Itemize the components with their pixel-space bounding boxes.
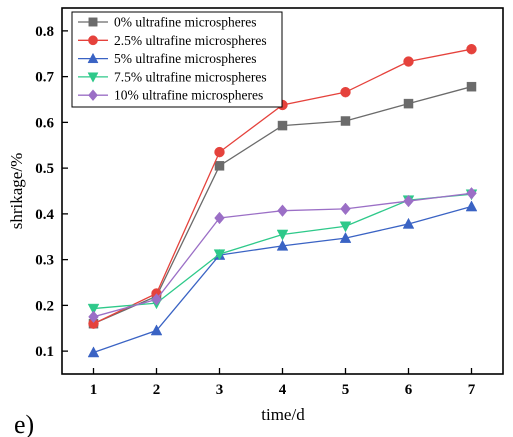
legend-item: 2.5% ultrafine microspheres bbox=[78, 33, 267, 48]
y-tick-label: 0.4 bbox=[35, 207, 54, 223]
series-4 bbox=[88, 187, 477, 324]
data-point bbox=[466, 43, 477, 55]
y-axis-title: shrikage/% bbox=[7, 153, 26, 229]
y-tick-label: 0.2 bbox=[35, 298, 54, 314]
data-point bbox=[87, 346, 100, 358]
data-point bbox=[403, 98, 414, 109]
legend-marker bbox=[87, 52, 99, 64]
legend-item: 7.5% ultrafine microspheres bbox=[78, 69, 267, 84]
legend-item: 0% ultrafine microspheres bbox=[78, 15, 256, 30]
y-tick-label: 0.3 bbox=[35, 253, 54, 269]
x-tick-label: 7 bbox=[468, 382, 476, 398]
data-point bbox=[339, 221, 352, 233]
data-point bbox=[213, 249, 226, 261]
data-point bbox=[402, 217, 415, 229]
x-tick-label: 3 bbox=[216, 382, 224, 398]
data-point bbox=[403, 194, 414, 208]
data-point bbox=[214, 161, 225, 171]
data-point bbox=[465, 200, 478, 212]
data-point bbox=[277, 204, 288, 217]
data-point bbox=[214, 211, 225, 225]
legend-label: 5% ultrafine microspheres bbox=[114, 51, 256, 66]
data-point bbox=[340, 86, 351, 98]
series-line bbox=[93, 205, 472, 354]
legend-item: 5% ultrafine microspheres bbox=[78, 51, 256, 66]
y-tick-label: 0.7 bbox=[35, 70, 54, 86]
legend-label: 0% ultrafine microspheres bbox=[114, 15, 256, 30]
legend-marker bbox=[87, 72, 99, 83]
legend-marker bbox=[88, 17, 98, 27]
y-tick-label: 0.5 bbox=[35, 161, 54, 177]
x-tick-label: 2 bbox=[153, 382, 161, 398]
series-2 bbox=[87, 200, 478, 358]
legend-label: 10% ultrafine microspheres bbox=[114, 88, 263, 103]
data-point bbox=[276, 229, 289, 241]
y-tick-label: 0.8 bbox=[35, 24, 54, 40]
data-point bbox=[277, 120, 288, 131]
data-point bbox=[466, 187, 477, 200]
legend-item: 10% ultrafine microspheres bbox=[78, 88, 263, 103]
data-point bbox=[276, 239, 289, 251]
data-point bbox=[339, 231, 352, 243]
x-tick-label: 1 bbox=[90, 382, 98, 398]
legend-label: 2.5% ultrafine microspheres bbox=[114, 33, 267, 48]
x-axis-title: time/d bbox=[261, 405, 305, 424]
data-point bbox=[88, 310, 99, 324]
x-tick-label: 5 bbox=[342, 382, 350, 398]
data-point bbox=[214, 146, 225, 158]
legend-label: 7.5% ultrafine microspheres bbox=[114, 69, 267, 84]
legend-marker bbox=[88, 35, 98, 46]
x-tick-label: 6 bbox=[405, 382, 413, 398]
panel-label: e) bbox=[14, 410, 34, 437]
x-tick-label: 4 bbox=[279, 382, 287, 398]
data-point bbox=[151, 293, 162, 306]
data-point bbox=[150, 324, 163, 336]
legend: 0% ultrafine microspheres 2.5% ultrafine … bbox=[71, 11, 283, 108]
data-point bbox=[466, 81, 477, 92]
y-tick-label: 0.6 bbox=[35, 115, 54, 131]
legend-box bbox=[71, 11, 283, 108]
legend-marker bbox=[88, 89, 98, 102]
data-point bbox=[340, 202, 351, 216]
axis-ticks: 0.1 0.2 0.3 0.4 0.5 0.6 0.7 0.8 1 2 3 4 5 6 7 bbox=[35, 24, 476, 398]
y-tick-label: 0.1 bbox=[35, 344, 54, 360]
data-point bbox=[340, 116, 351, 126]
data-point bbox=[87, 303, 100, 315]
data-point bbox=[403, 56, 414, 67]
